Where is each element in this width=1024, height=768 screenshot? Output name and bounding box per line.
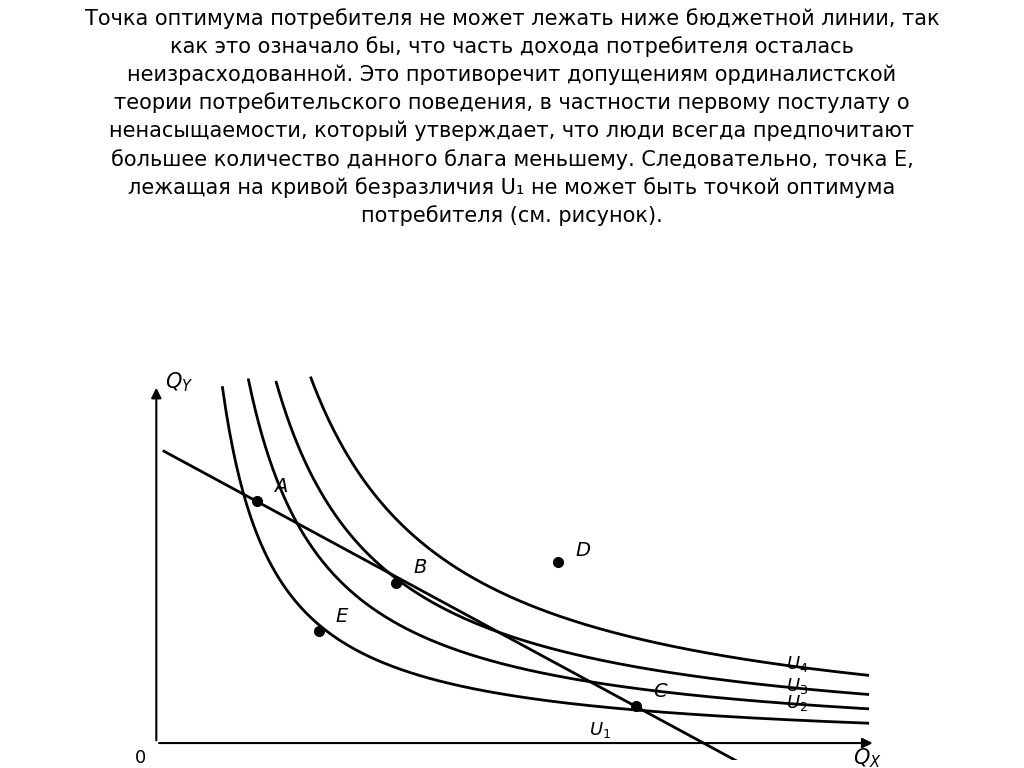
Text: $Q_X$: $Q_X$ [853, 746, 882, 768]
Text: E: E [336, 607, 348, 626]
Text: C: C [652, 682, 667, 701]
Text: A: A [273, 477, 287, 496]
Text: Точка оптимума потребителя не может лежать ниже бюджетной линии, так
как это озн: Точка оптимума потребителя не может лежа… [85, 8, 939, 227]
Text: $U_1$: $U_1$ [590, 720, 611, 740]
Text: D: D [575, 541, 591, 560]
Text: $U_3$: $U_3$ [786, 676, 809, 696]
Text: 0: 0 [135, 749, 146, 767]
Text: $U_4$: $U_4$ [786, 654, 809, 674]
Text: B: B [413, 558, 426, 577]
Text: $U_2$: $U_2$ [786, 693, 808, 713]
Text: $Q_Y$: $Q_Y$ [165, 370, 194, 393]
